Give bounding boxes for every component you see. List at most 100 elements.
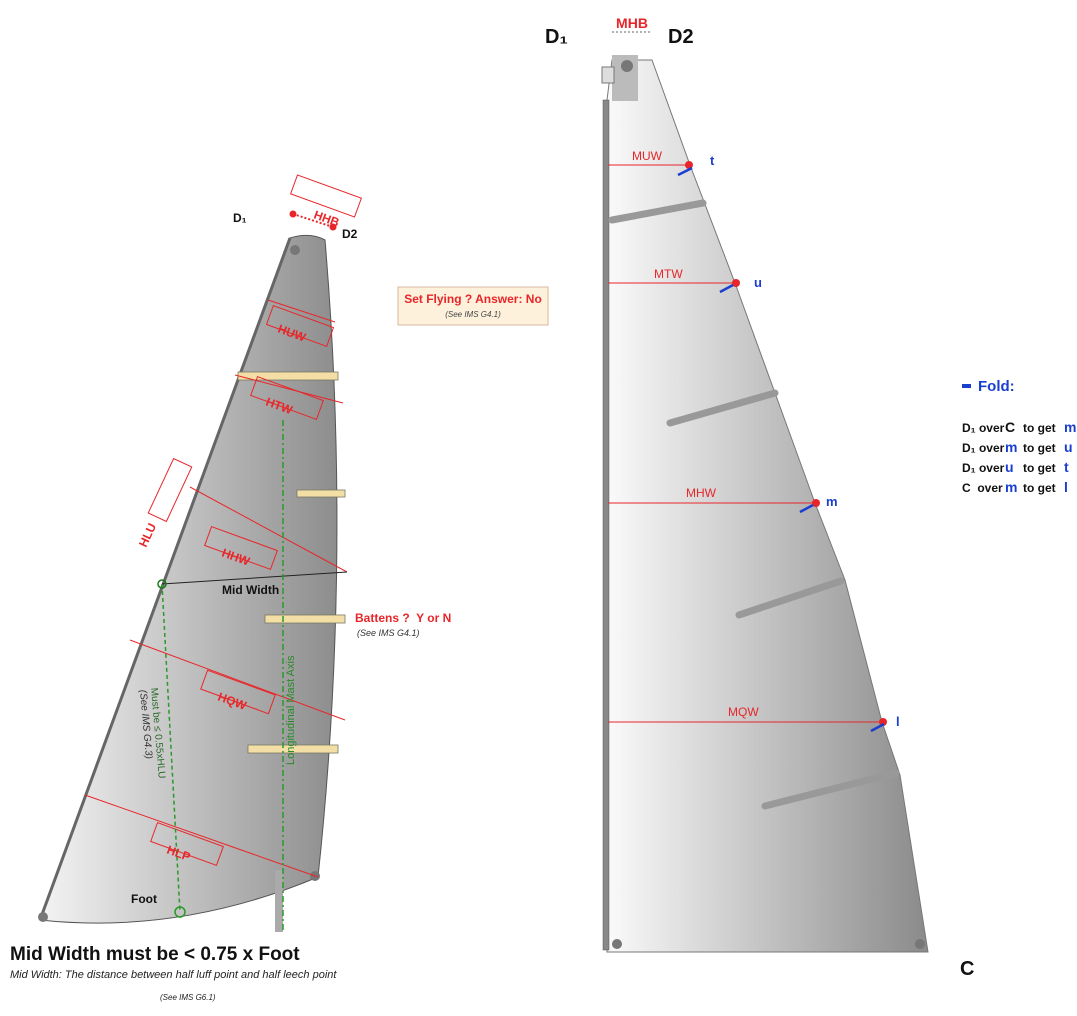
rule-ref: (See IMS G6.1): [160, 993, 216, 1002]
label-box: [289, 174, 363, 218]
set-flying-ref: (See IMS G4.1): [445, 310, 501, 319]
tack-ring: [612, 939, 622, 949]
fold-step: D₁ overu to get t: [962, 459, 1069, 475]
measure-lines: [608, 31, 882, 723]
rule-title: Mid Width must be < 0.75 x Foot: [10, 944, 300, 965]
mhw: MHW: [686, 486, 717, 500]
over: C: [1005, 419, 1015, 435]
tick: [799, 503, 814, 514]
mast: [275, 870, 283, 932]
battens-ref: (See IMS G4.1): [357, 628, 420, 638]
huw-line: [267, 299, 336, 323]
luff: [38, 237, 292, 921]
mast-axis-label: Longitudinal Mast Axis: [285, 655, 297, 765]
point: [329, 223, 337, 231]
from: D₁ over: [962, 421, 1005, 435]
d2: D2: [342, 227, 358, 241]
batten: [735, 577, 845, 619]
d1: D₁: [545, 26, 568, 48]
half-luff: [157, 579, 167, 589]
label-box: [150, 821, 224, 867]
fold-icon: [962, 384, 971, 388]
c: C: [960, 958, 974, 980]
hlp-line: [84, 794, 319, 878]
to-get: to get: [1023, 461, 1056, 475]
label-box: [200, 669, 276, 715]
set-flying-box: [397, 286, 549, 326]
mtw: MTW: [654, 267, 683, 281]
sail-body: [606, 59, 929, 953]
muw: MUW: [632, 149, 663, 163]
tick: [870, 722, 885, 733]
fold-title: Fold:: [978, 378, 1015, 395]
tick: [719, 283, 734, 294]
result: m: [1064, 419, 1076, 435]
label-box: [147, 457, 193, 523]
batten: [761, 769, 900, 810]
from: D₁ over: [962, 461, 1005, 475]
label-box: [204, 525, 278, 571]
fold-ticks: [677, 166, 885, 733]
l: l: [896, 714, 900, 729]
batten: [608, 199, 707, 224]
point: [289, 210, 297, 218]
over: m: [1005, 439, 1017, 455]
foot-perp: [161, 583, 181, 913]
mid-width-line: [161, 571, 348, 585]
right-sail: MHB D₁ D2 MUW t MTW u MHW m MQW l C: [545, 15, 974, 980]
batten: [296, 489, 346, 498]
rule-definition: Mid Width: The distance between half luf…: [10, 969, 337, 981]
fold-step: C over m to get l: [962, 479, 1068, 495]
left-sail: D₁ D2 HHB HUW HTW HLU HHW Mid Width HQW …: [38, 174, 363, 932]
batten: [666, 389, 779, 427]
over: m: [1005, 479, 1017, 495]
head-ring: [621, 60, 633, 72]
point: [685, 161, 693, 169]
foot: Foot: [131, 892, 157, 906]
from: C over: [962, 481, 1003, 495]
result: u: [1064, 439, 1073, 455]
hqw-line: [129, 639, 346, 721]
u: u: [754, 275, 762, 290]
batten: [237, 371, 339, 381]
over: u: [1005, 459, 1014, 475]
d1: D₁: [233, 211, 247, 225]
d2: D2: [668, 26, 694, 48]
t: t: [710, 153, 715, 168]
head-ring: [290, 245, 300, 255]
fold-legend: Fold: D₁ overC to get m D₁ overm to get u D₁…: [962, 378, 1076, 495]
slider: [601, 66, 615, 84]
fold-step: D₁ overm to get u: [962, 439, 1073, 455]
hhw-line: [189, 486, 348, 573]
measure-lines: [84, 174, 363, 878]
foot-point: [174, 906, 186, 918]
label-box: [265, 305, 335, 347]
tick: [677, 166, 693, 177]
hlu: HLU: [136, 521, 159, 549]
mid-width: Mid Width: [222, 583, 279, 597]
fold-step: D₁ overC to get m: [962, 419, 1076, 435]
point: [879, 718, 887, 726]
to-get: to get: [1023, 441, 1056, 455]
mqw: MQW: [728, 705, 759, 719]
battens: [608, 199, 900, 810]
points: [685, 161, 887, 726]
result: t: [1064, 459, 1069, 475]
htw-line: [234, 374, 344, 404]
result: l: [1064, 479, 1068, 495]
m: m: [826, 494, 838, 509]
hhb-line: [292, 213, 334, 228]
label-box: [250, 375, 324, 421]
to-get: to get: [1023, 481, 1056, 495]
tack-ring: [38, 912, 48, 922]
set-flying: Set Flying ? Answer: No: [404, 292, 542, 306]
luff-rope: [602, 99, 610, 951]
to-get: to get: [1023, 421, 1056, 435]
batten: [247, 744, 339, 754]
clew-ring: [915, 939, 925, 949]
battens: Battens ? Y or N: [355, 611, 451, 625]
from: D₁ over: [962, 441, 1005, 455]
point: [812, 499, 820, 507]
mhb: MHB: [616, 15, 648, 31]
